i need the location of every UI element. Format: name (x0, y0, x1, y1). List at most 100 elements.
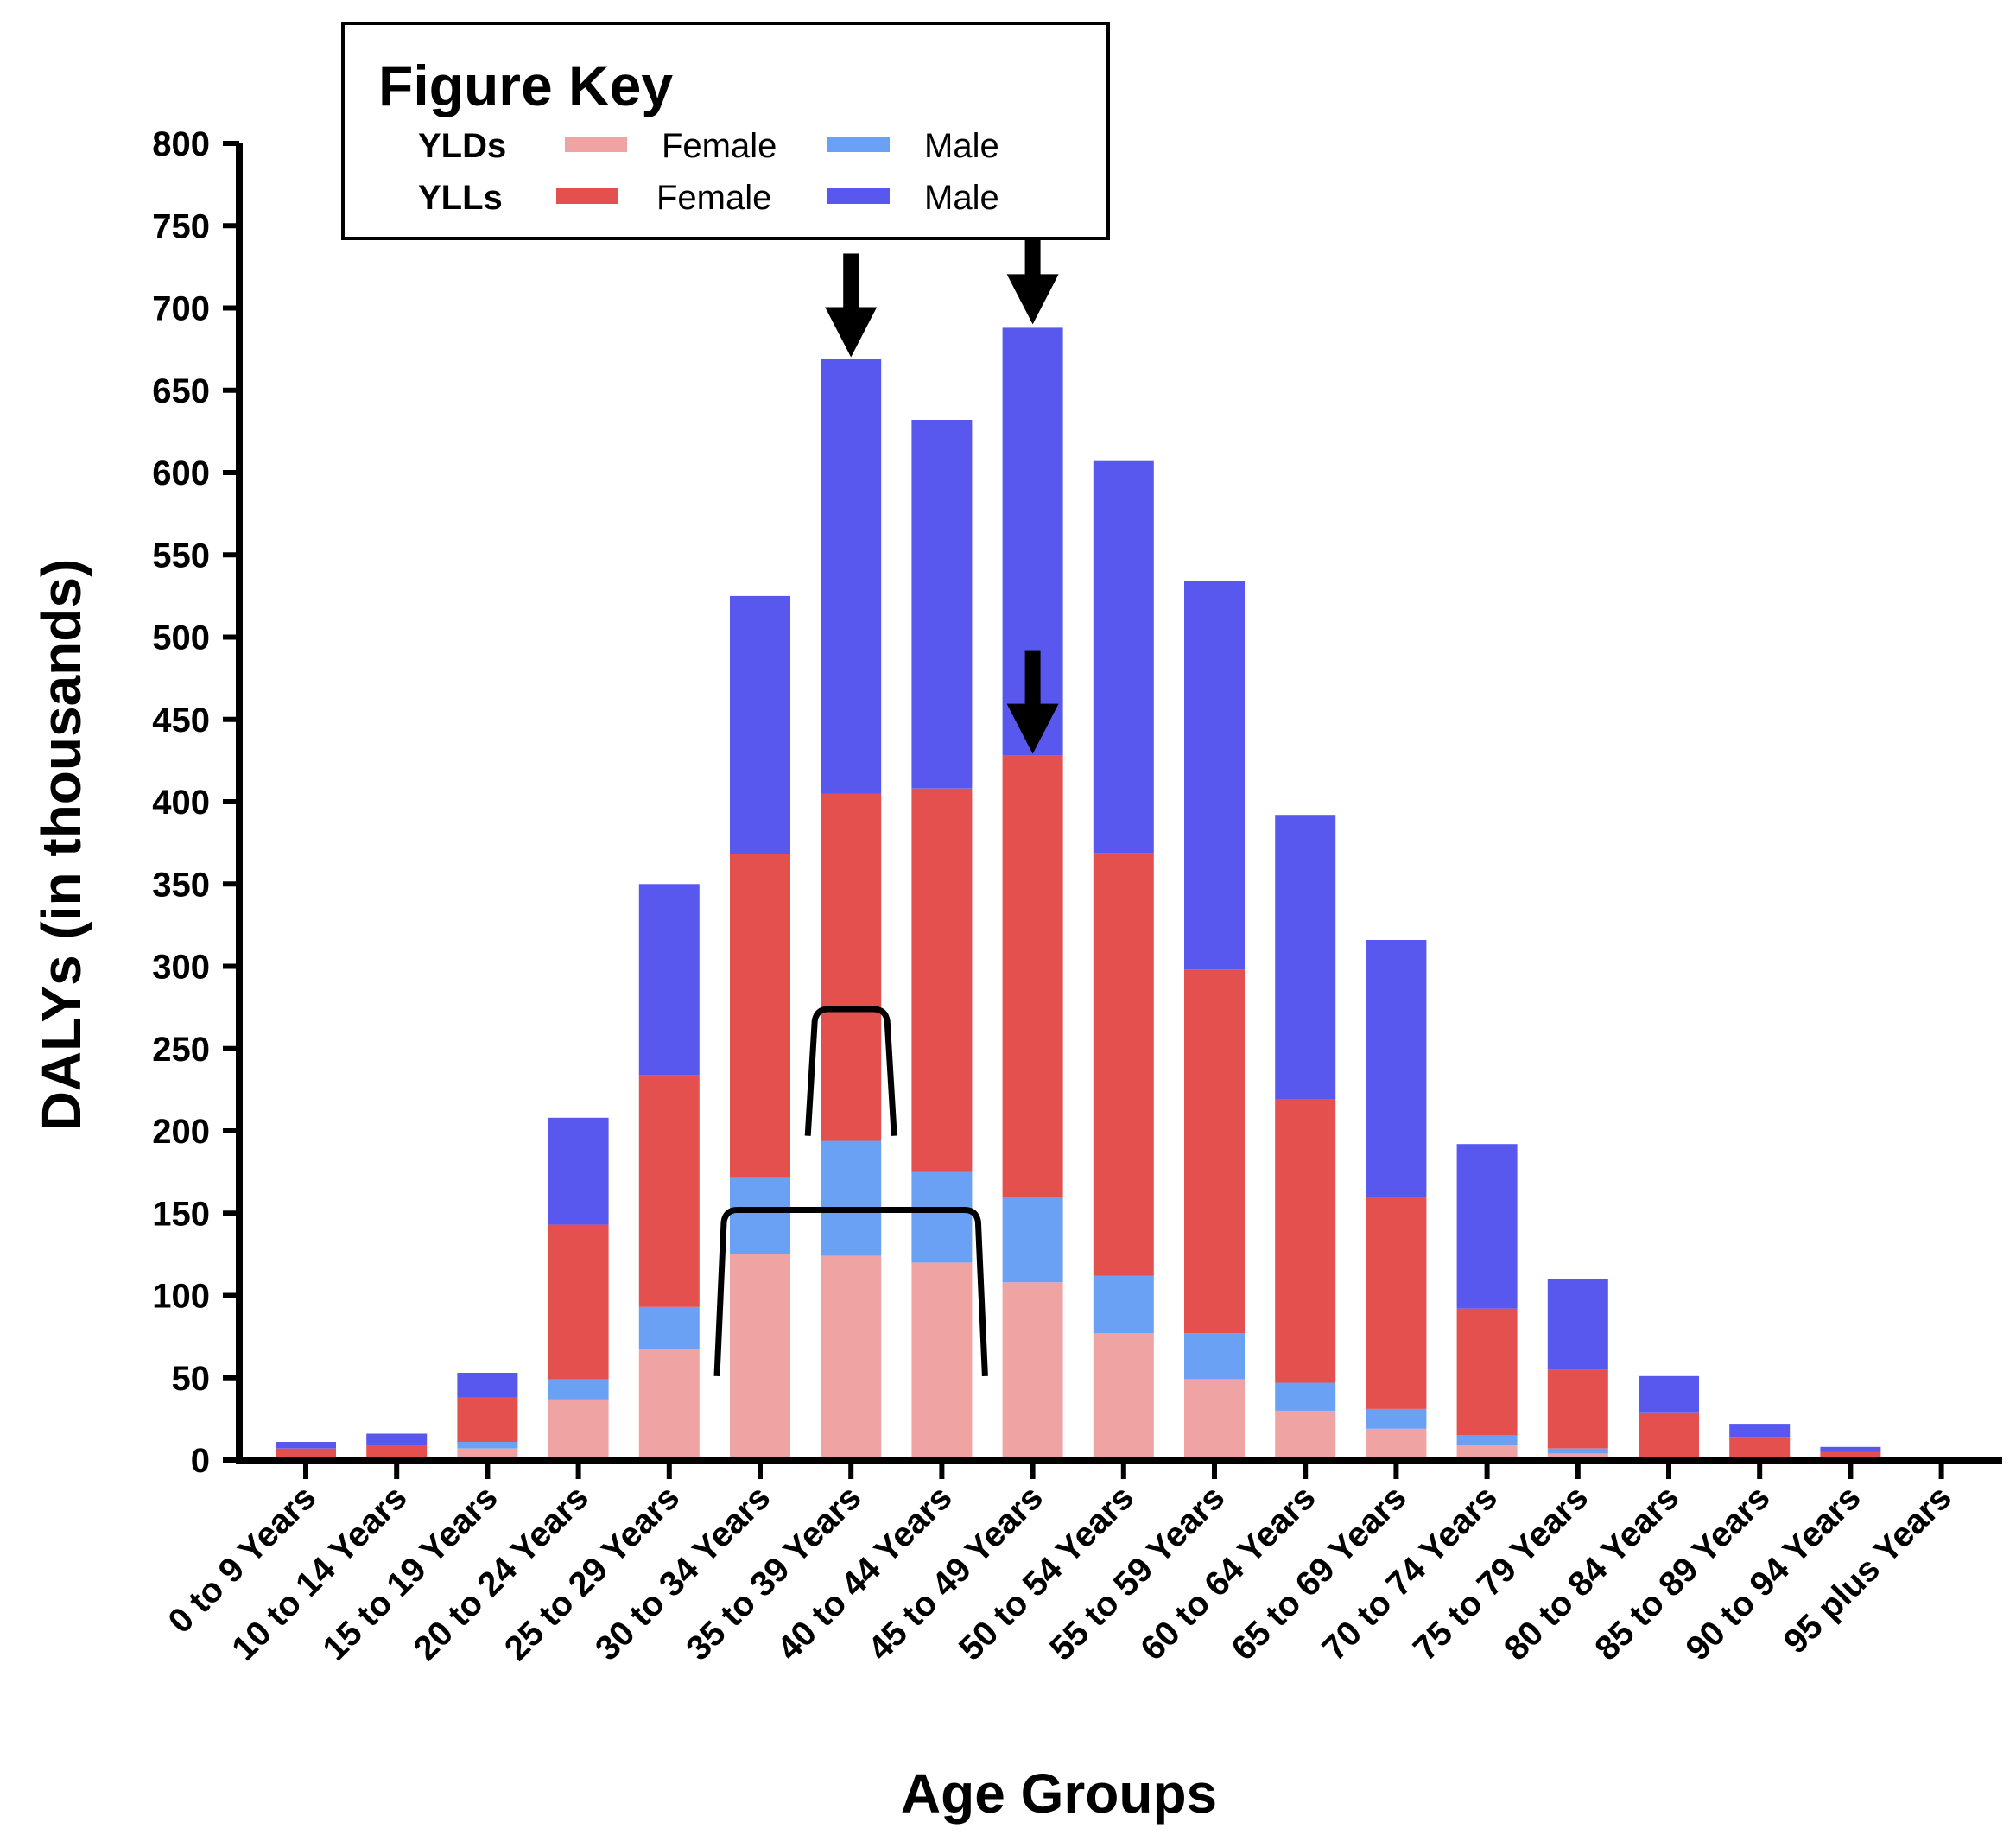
bar-ylds-female-35-to-39-years (821, 1255, 882, 1460)
y-tick-label: 650 (152, 372, 210, 410)
bar-ylls-female-45-to-49-years (1002, 755, 1063, 1197)
bar-ylds-female-60-to-64-years (1275, 1410, 1336, 1460)
bar-ylls-female-30-to-34-years (730, 854, 790, 1178)
bar-ylls-male-75-to-79-years (1547, 1279, 1608, 1370)
legend-swatch-ylds-female (565, 137, 627, 152)
bar-ylds-male-15-to-19-years (457, 1442, 518, 1449)
y-tick-label: 50 (172, 1360, 211, 1398)
y-tick-label: 500 (152, 619, 210, 657)
bar-ylls-male-85-to-89-years (1729, 1424, 1791, 1438)
annotation-bracket (713, 1206, 988, 1376)
bar-ylls-male-70-to-74-years (1456, 1144, 1518, 1309)
bar-ylds-male-70-to-74-years (1456, 1435, 1518, 1445)
y-tick-label: 450 (152, 702, 210, 740)
legend-row-label-ylls: YLLs (418, 179, 503, 217)
y-tick-label: 150 (152, 1195, 210, 1233)
bar-ylds-male-75-to-79-years (1547, 1448, 1608, 1454)
bar-ylds-male-65-to-69-years (1366, 1408, 1427, 1429)
bar-ylds-male-40-to-44-years (911, 1171, 973, 1263)
bar-ylls-female-75-to-79-years (1547, 1369, 1608, 1449)
y-tick-label: 100 (152, 1278, 210, 1316)
bar-ylds-male-55-to-59-years (1184, 1333, 1245, 1380)
bar-ylls-female-60-to-64-years (1275, 1099, 1336, 1383)
bar-ylls-male-10-to-14-years (366, 1433, 428, 1445)
legend-entry-ylds-female: Female (662, 127, 777, 165)
legend-entry-ylls-female: Female (656, 179, 771, 217)
annotation-arrow-shaft (1024, 650, 1041, 708)
bar-ylls-male-25-to-29-years (638, 884, 700, 1076)
bar-ylls-male-15-to-19-years (457, 1373, 518, 1398)
bar-ylds-female-65-to-69-years (1366, 1428, 1427, 1460)
legend-title: Figure Key (378, 54, 673, 117)
bar-ylls-male-30-to-34-years (730, 595, 790, 854)
bar-ylls-male-55-to-59-years (1184, 581, 1245, 970)
annotation-arrow-head (1006, 274, 1059, 325)
legend-row-label-ylds: YLDs (418, 127, 506, 165)
legend-box (341, 22, 1110, 240)
y-tick-label: 0 (191, 1442, 210, 1480)
bar-ylds-female-50-to-54-years (1093, 1333, 1154, 1460)
bar-ylls-male-0-to-9-years (276, 1442, 336, 1449)
bar-ylls-female-50-to-54-years (1093, 853, 1154, 1276)
annotation-arrow-head (1006, 703, 1059, 754)
annotation-arrow-head (825, 307, 878, 358)
bar-ylds-female-45-to-49-years (1002, 1282, 1063, 1460)
bar-ylls-female-35-to-39-years (821, 793, 882, 1141)
y-tick-label: 400 (152, 784, 210, 822)
legend-swatch-ylds-male (827, 137, 890, 152)
bar-ylls-male-20-to-24-years (548, 1117, 609, 1225)
legend-entry-ylls-male: Male (924, 179, 999, 217)
bar-ylls-male-65-to-69-years (1366, 940, 1427, 1197)
bar-ylls-male-40-to-44-years (911, 420, 973, 789)
annotation-bracket (804, 1006, 897, 1136)
bar-ylls-female-80-to-84-years (1639, 1412, 1699, 1457)
y-tick-label: 350 (152, 866, 210, 904)
y-tick-label: 750 (152, 207, 210, 245)
bar-ylls-female-70-to-74-years (1456, 1308, 1518, 1436)
y-tick-label: 800 (152, 125, 210, 163)
y-tick-label: 550 (152, 537, 210, 575)
bar-ylls-female-0-to-9-years (276, 1448, 336, 1457)
legend-swatch-ylls-female (556, 188, 618, 204)
bar-ylds-female-70-to-74-years (1456, 1445, 1518, 1460)
y-tick-label: 250 (152, 1031, 210, 1069)
bar-ylds-female-30-to-34-years (730, 1254, 790, 1460)
bar-ylds-male-20-to-24-years (548, 1379, 609, 1400)
y-ticks-layer: 0 50 100 150 200 250 300 350 400 450 500 550 600 650 7… (152, 125, 239, 1480)
bar-ylls-male-35-to-39-years (821, 359, 882, 794)
bar-ylds-male-45-to-49-years (1002, 1197, 1063, 1283)
y-tick-label: 700 (152, 290, 210, 328)
bar-ylds-male-35-to-39-years (821, 1140, 882, 1256)
bar-ylls-female-65-to-69-years (1366, 1197, 1427, 1409)
bar-ylds-male-50-to-54-years (1093, 1275, 1154, 1334)
x-tick-label: 95 plus Years (1777, 1478, 1959, 1660)
bar-ylds-female-55-to-59-years (1184, 1379, 1245, 1460)
bar-ylls-female-10-to-14-years (366, 1445, 428, 1457)
legend-swatch-ylls-male (827, 188, 890, 204)
bar-ylds-male-30-to-34-years (730, 1177, 790, 1254)
bar-ylls-male-60-to-64-years (1275, 815, 1336, 1100)
bar-ylls-male-80-to-84-years (1639, 1375, 1699, 1413)
bar-ylls-female-90-to-94-years (1820, 1451, 1881, 1460)
y-tick-label: 600 (152, 454, 210, 492)
bar-ylds-male-60-to-64-years (1275, 1382, 1336, 1411)
bar-ylls-female-40-to-44-years (911, 788, 973, 1172)
y-tick-label: 300 (152, 949, 210, 987)
bar-ylds-female-40-to-44-years (911, 1262, 973, 1460)
annotation-arrow-shaft (843, 253, 859, 311)
bar-ylls-female-55-to-59-years (1184, 969, 1245, 1334)
legend: Figure Key YLDs Female Male YLLs Female … (341, 22, 1110, 240)
legend-entry-ylds-male: Male (924, 127, 999, 165)
bar-ylls-male-50-to-54-years (1093, 460, 1154, 854)
bar-ylds-female-20-to-24-years (548, 1399, 609, 1460)
bar-ylls-female-20-to-24-years (548, 1224, 609, 1380)
bars-layer (276, 327, 1881, 1460)
y-axis-title: DALYs (in thousands) (30, 559, 92, 1132)
x-axis-title: Age Groups (901, 1762, 1217, 1825)
bar-ylls-female-25-to-29-years (638, 1075, 700, 1307)
y-tick-label: 200 (152, 1113, 210, 1151)
bar-ylds-male-25-to-29-years (638, 1306, 700, 1350)
bar-ylls-female-15-to-19-years (457, 1397, 518, 1442)
